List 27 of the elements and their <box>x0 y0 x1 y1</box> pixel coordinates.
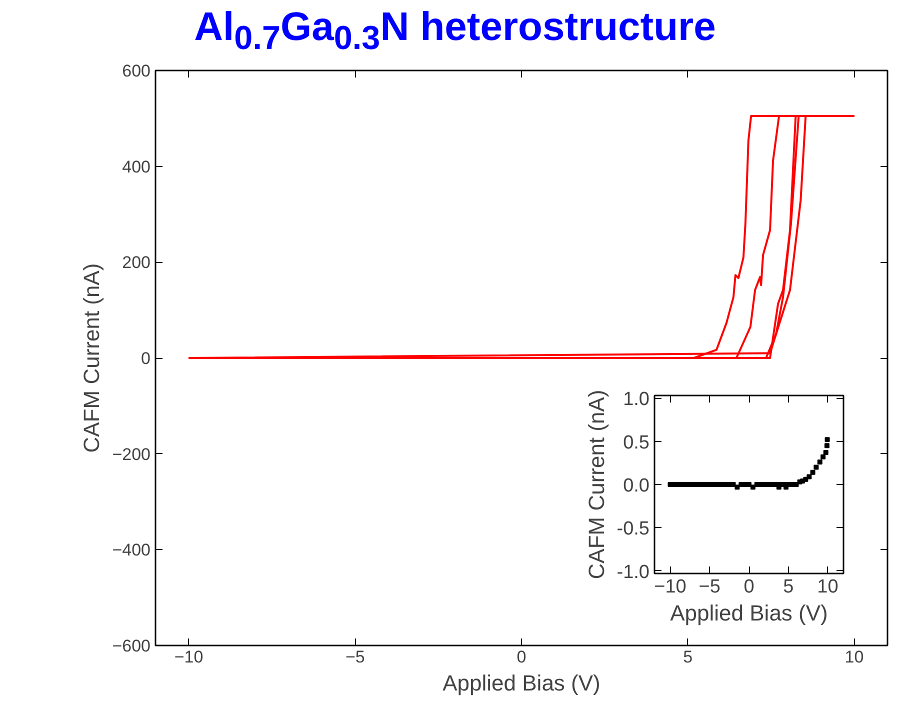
y-tick-label: −400 <box>112 540 151 560</box>
y-axis-title: CAFM Current (nA) <box>584 390 609 580</box>
x-tick-label: −5 <box>345 648 365 666</box>
y-tick-label: 400 <box>122 157 151 176</box>
x-tick-label: −10 <box>654 576 686 598</box>
y-tick-label: −600 <box>112 636 151 656</box>
y-tick-label: 600 <box>122 62 151 80</box>
x-tick-label: 5 <box>783 576 794 598</box>
x-tick-label: −5 <box>698 576 720 598</box>
x-tick-label: −10 <box>174 648 204 666</box>
y-tick-label: -1.0 <box>616 562 650 583</box>
x-tick-label: 10 <box>817 576 838 598</box>
y-tick-label: 0.0 <box>623 476 650 496</box>
x-tick-label: 5 <box>683 648 693 666</box>
chart-title: Al$_{0.7}$Ga$_{0.3}$N heterostructure <box>194 5 716 59</box>
y-tick-label: 0.5 <box>623 432 650 454</box>
x-tick-label: 0 <box>516 648 526 666</box>
x-axis-title: Applied Bias (V) <box>670 600 828 626</box>
y-tick-label: −200 <box>112 444 151 464</box>
x-tick-label: 10 <box>844 648 864 666</box>
y-tick-label: 200 <box>122 253 151 272</box>
x-tick-label: 0 <box>744 576 754 598</box>
x-axis-title: Applied Bias (V) <box>442 670 600 696</box>
y-tick-label: 0 <box>141 349 151 368</box>
y-tick-label: -0.5 <box>616 518 650 540</box>
y-axis-title: CAFM Current (nA) <box>79 263 104 453</box>
y-tick-label: 1.0 <box>623 389 650 410</box>
